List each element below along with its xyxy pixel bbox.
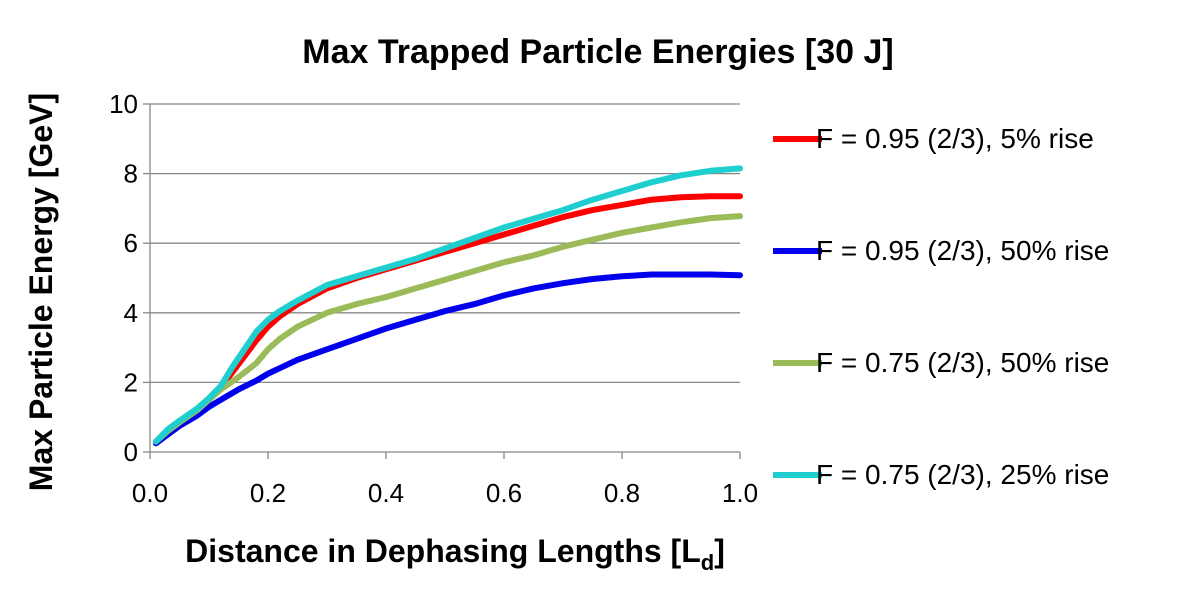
y-tick-label-4: 8	[124, 159, 138, 189]
series-line-3	[152, 165, 743, 445]
x-axis-label-main: Distance in Dephasing Lengths [L	[185, 533, 701, 569]
y-tick-label-5: 10	[109, 89, 138, 119]
series-line-0	[152, 193, 743, 445]
legend-label-1: F = 0.95 (2/3), 50% rise	[816, 235, 1109, 266]
y-tick-label-2: 4	[124, 298, 138, 328]
x-tick-label-3: 0.6	[486, 478, 522, 508]
legend-label-3: F = 0.75 (2/3), 25% rise	[816, 459, 1109, 490]
legend-label-2: F = 0.75 (2/3), 50% rise	[816, 347, 1109, 378]
y-axis-label: Max Particle Energy [GeV]	[23, 93, 59, 491]
x-tick-label-1: 0.2	[250, 478, 286, 508]
x-tick-labels: 0.0 0.2 0.4 0.6 0.8 1.0	[132, 478, 758, 508]
x-tick-label-4: 0.8	[604, 478, 640, 508]
y-tick-label-0: 0	[124, 437, 138, 467]
gridlines	[150, 103, 740, 384]
x-tick-label-5: 1.0	[722, 478, 758, 508]
x-axis-label: Distance in Dephasing Lengths [Ld]	[185, 533, 725, 575]
y-tick-label-1: 2	[124, 367, 138, 397]
axes	[143, 103, 741, 459]
series-lines	[152, 165, 743, 447]
x-tick-label-0: 0.0	[132, 478, 168, 508]
legend: F = 0.95 (2/3), 5% rise F = 0.95 (2/3), 5…	[773, 123, 1109, 490]
legend-label-0: F = 0.95 (2/3), 5% rise	[816, 123, 1094, 154]
x-axis-label-end: ]	[714, 533, 725, 569]
y-tick-labels: 0 2 4 6 8 10	[109, 89, 138, 467]
x-tick-label-2: 0.4	[368, 478, 404, 508]
y-tick-label-3: 6	[124, 228, 138, 258]
chart-title: Max Trapped Particle Energies [30 J]	[302, 33, 893, 71]
series-line-1	[152, 271, 743, 447]
x-axis-label-subscript: d	[701, 550, 714, 575]
